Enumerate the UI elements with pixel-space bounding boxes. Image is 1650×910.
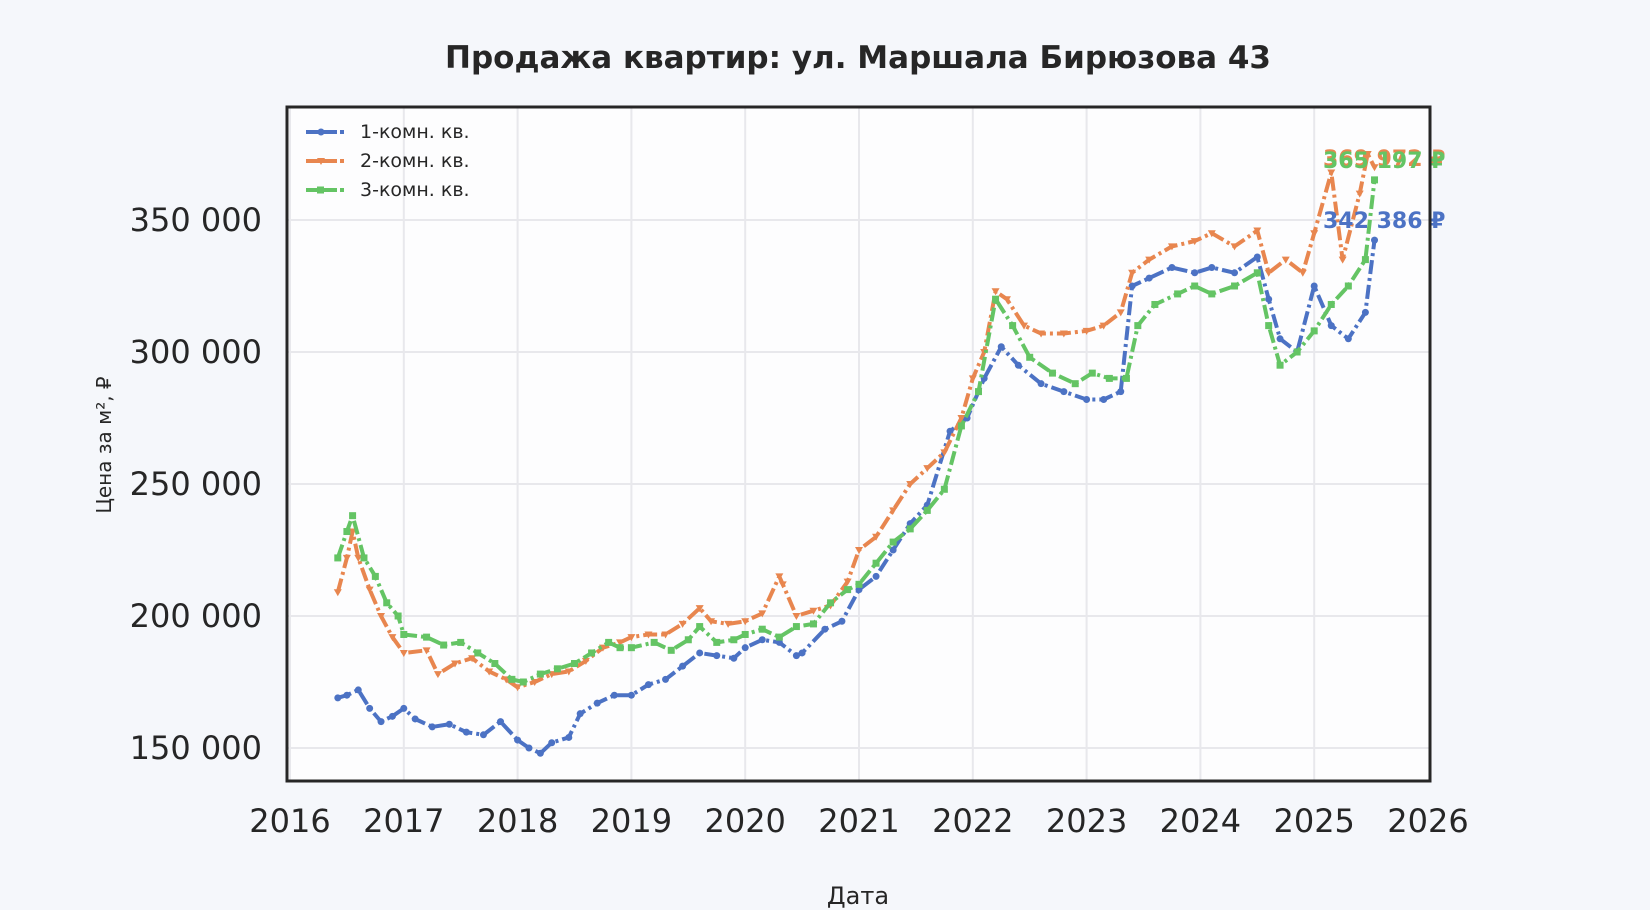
x-tick-label: 2025 [1273, 802, 1354, 840]
value-annotation: 365 197 ₽ [1323, 149, 1445, 174]
legend-item-label: 2-комн. кв. [360, 150, 470, 172]
y-axis-ticks: 150 000 200 000 250 000 300 000 350 000 [130, 201, 262, 767]
x-tick-label: 2018 [477, 802, 558, 840]
legend-item-label: 1-комн. кв. [360, 121, 470, 143]
y-tick-label: 200 000 [130, 597, 262, 635]
x-tick-label: 2021 [818, 802, 899, 840]
x-axis-ticks: 2016 2017 2018 2019 2020 2021 2022 2023 2024 2025… [249, 802, 1468, 840]
x-tick-label: 2017 [363, 802, 444, 840]
grid [287, 107, 1430, 781]
x-tick-label: 2024 [1160, 802, 1241, 840]
x-tick-label: 2016 [249, 802, 330, 840]
y-tick-label: 250 000 [130, 465, 262, 503]
y-tick-label: 150 000 [130, 729, 262, 767]
chart-title: Продажа квартир: ул. Маршала Бирюзова 43 [445, 40, 1271, 76]
x-tick-label: 2023 [1046, 802, 1127, 840]
x-tick-label: 2019 [591, 802, 672, 840]
value-annotation: 342 386 ₽ [1323, 209, 1445, 234]
y-tick-label: 350 000 [130, 201, 262, 239]
plot-frame [285, 105, 1432, 783]
x-tick-label: 2022 [932, 802, 1013, 840]
legend: 1-комн. кв. 2-комн. кв. 3-комн. кв. [306, 121, 470, 201]
y-tick-label: 300 000 [130, 333, 262, 371]
value-annotation: 369 972 ₽ [1323, 147, 1445, 172]
legend-item-label: 3-комн. кв. [360, 179, 470, 201]
value-annotations: 369 972 ₽365 197 ₽ 342 386 ₽ [1323, 147, 1445, 234]
series-lines [333, 151, 1379, 757]
x-tick-label: 2020 [704, 802, 785, 840]
x-tick-label: 2026 [1387, 802, 1468, 840]
